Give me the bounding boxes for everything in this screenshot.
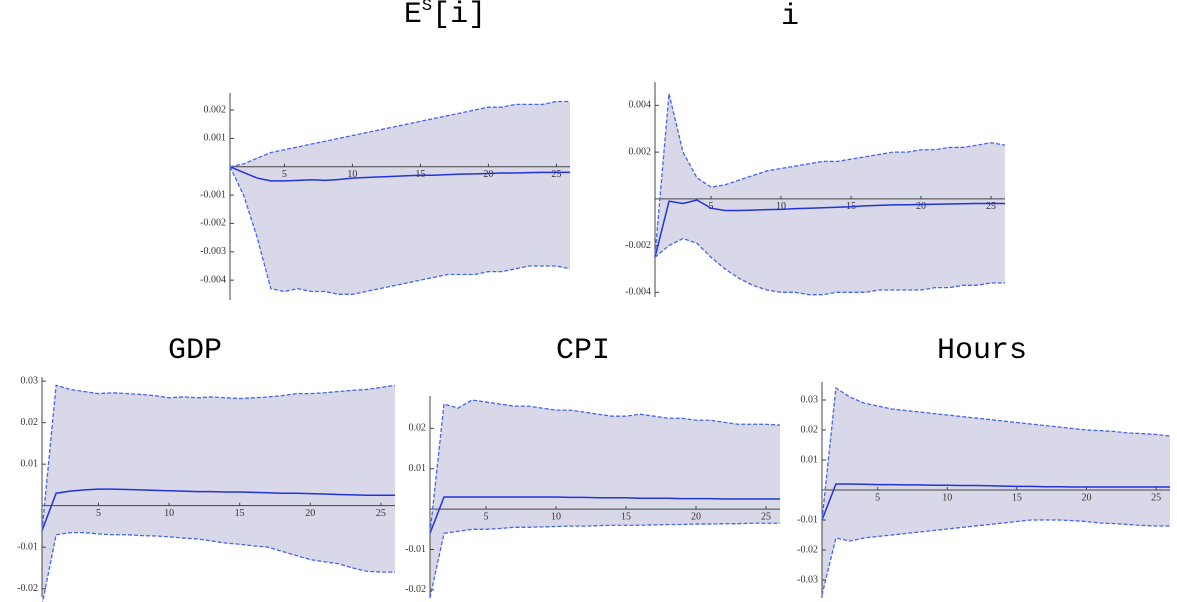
plot: ES[i]5 10 15 20 250.0020.001-0.001-0.002-0.0…	[200, 0, 571, 300]
y-tick-label: 0.001	[204, 133, 227, 144]
x-tick-label: 5	[484, 511, 489, 522]
y-tick-label: 0.01	[409, 463, 427, 474]
band-line	[654, 237, 1005, 296]
confidence-band	[430, 400, 780, 598]
x-tick-label: 5	[96, 508, 101, 519]
plot-title: i	[781, 0, 799, 34]
y-tick-label: -0.03	[797, 574, 818, 585]
title-suffix: [i]	[432, 0, 486, 32]
title-superscript: S	[422, 0, 432, 16]
y-tick-label: -0.002	[200, 218, 226, 229]
band-line	[429, 399, 781, 534]
confidence-band	[230, 101, 570, 295]
x-tick-label: 10	[551, 511, 561, 522]
plot-title: GDP	[168, 334, 222, 368]
x-tick-label: 20	[1081, 492, 1091, 503]
band-line	[821, 519, 1170, 596]
x-tick-label: 15	[621, 511, 631, 522]
x-tick-label: 25	[376, 508, 386, 519]
plot-title: ES[i]	[404, 0, 486, 32]
band-line	[821, 386, 1171, 521]
x-tick-label: 20	[305, 508, 315, 519]
median-line	[654, 199, 1005, 258]
y-tick-label: -0.002	[625, 240, 651, 251]
title-text: CPI	[556, 334, 610, 368]
median-line	[41, 488, 395, 531]
x-tick-label: 5	[709, 201, 714, 212]
plot: CPI 5 10 15 20 25 0.02 0.01 -0.01 -0.02	[405, 334, 781, 599]
x-tick-label: 25	[761, 511, 771, 522]
y-tick-label: 0.002	[629, 146, 652, 157]
band-line	[654, 93, 1006, 255]
median-line	[821, 483, 1170, 521]
y-tick-label: -0.003	[200, 246, 226, 257]
y-tick-label: 0.03	[801, 394, 819, 405]
x-tick-label: 10	[776, 201, 786, 212]
band-line	[229, 100, 570, 168]
band-line	[229, 166, 571, 295]
confidence-band	[822, 388, 1170, 595]
y-tick-label: -0.004	[200, 274, 226, 285]
x-tick-label: 20	[916, 201, 926, 212]
x-tick-label: 20	[691, 511, 701, 522]
y-tick-label: -0.02	[405, 584, 426, 595]
title-text: i	[781, 0, 799, 34]
y-tick-label: -0.004	[625, 287, 651, 298]
y-tick-label: -0.02	[797, 544, 818, 555]
x-tick-label: 10	[347, 169, 357, 180]
x-tick-label: 25	[1151, 492, 1161, 503]
title-text: GDP	[168, 334, 222, 368]
x-tick-label: 15	[235, 508, 245, 519]
median-line	[429, 496, 780, 534]
y-tick-label: -0.01	[797, 514, 818, 525]
band-line	[41, 532, 395, 602]
band-line	[41, 384, 396, 531]
y-tick-label: 0.02	[801, 424, 819, 435]
y-tick-label: -0.02	[17, 583, 38, 594]
y-tick-label: 0.02	[409, 423, 427, 434]
x-tick-label: 10	[942, 492, 952, 503]
plot: GDP 5 10 15 20 25 0.03 0.02 0.01 -0.01 -0.02	[17, 334, 396, 602]
plot-title: Hours	[937, 334, 1027, 368]
y-tick-label: -0.01	[17, 541, 38, 552]
median-line	[229, 166, 570, 182]
confidence-band	[655, 93, 1005, 295]
x-tick-label: 15	[1012, 492, 1022, 503]
y-tick-label: -0.01	[405, 544, 426, 555]
x-tick-label: 5	[875, 492, 880, 503]
y-tick-label: 0.002	[204, 104, 227, 115]
confidence-band	[42, 385, 395, 602]
plot-title: CPI	[556, 334, 610, 368]
y-tick-label: 0.01	[21, 458, 39, 469]
title-text: E	[404, 0, 422, 32]
plots: ES[i] 5 10 15 20 25 0.002 0.001 -0.001 -0.002 -0.0…	[17, 0, 1171, 602]
y-tick-label: 0.03	[21, 375, 39, 386]
plot: Hours 5 10 15 20 25 0.03 0.02 0.01 -0.01 -0.02 -0.0…	[797, 334, 1171, 598]
x-tick-label: 5	[282, 169, 287, 180]
y-tick-label: 0.02	[21, 417, 39, 428]
band-line	[429, 522, 780, 599]
x-tick-label: 10	[164, 508, 174, 519]
x-tick-label: 20	[483, 169, 493, 180]
y-tick-label: 0.004	[629, 100, 652, 111]
x-tick-label: 25	[551, 169, 561, 180]
y-tick-label: -0.001	[200, 189, 226, 200]
y-tick-label: 0.01	[801, 454, 819, 465]
x-tick-label: 25	[986, 201, 996, 212]
title-text: Hours	[937, 334, 1027, 368]
